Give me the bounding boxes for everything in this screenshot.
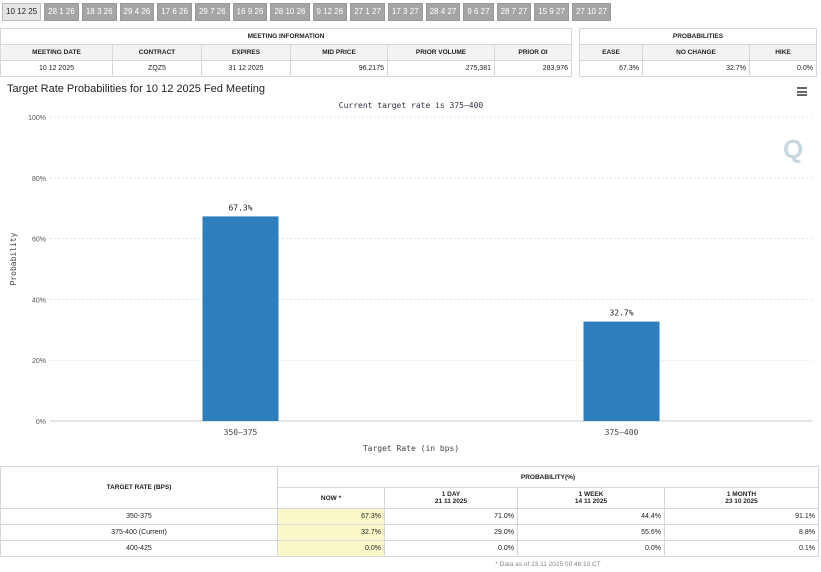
target-rate-header: TARGET RATE (BPS) bbox=[1, 467, 278, 509]
tab-meeting[interactable]: 27 10 27 bbox=[572, 3, 611, 21]
prior-oi-header: PRIOR OI bbox=[495, 45, 572, 61]
row-rate: 400-425 bbox=[1, 541, 278, 557]
y-tick-label: 100% bbox=[28, 115, 46, 122]
data-label: 32.7% bbox=[609, 309, 633, 318]
one-week-date: 14 11 2025 bbox=[521, 498, 661, 505]
ease-header: EASE bbox=[580, 45, 643, 61]
row-1week: 44.4% bbox=[518, 509, 665, 525]
x-axis-label: Target Rate (in bps) bbox=[363, 444, 459, 453]
row-rate: 375-400 (Current) bbox=[1, 525, 278, 541]
x-tick-label: 375–400 bbox=[605, 428, 639, 437]
one-day-date: 21 11 2025 bbox=[388, 498, 514, 505]
contract-value: ZQZ5 bbox=[113, 61, 202, 77]
tab-meeting[interactable]: 10 12 25 bbox=[2, 3, 41, 21]
tab-meeting[interactable]: 17 3 27 bbox=[388, 3, 423, 21]
table-row: 350-375 67.3% 71.0% 44.4% 91.1% bbox=[1, 509, 819, 525]
row-1day: 0.0% bbox=[385, 541, 518, 557]
y-tick-label: 20% bbox=[32, 358, 46, 365]
y-tick-label: 0% bbox=[36, 419, 46, 426]
row-now: 32.7% bbox=[278, 525, 385, 541]
bar bbox=[584, 322, 660, 421]
table-row: 375-400 (Current) 32.7% 29.0% 55.6% 8.8% bbox=[1, 525, 819, 541]
meeting-information-table: MEETING INFORMATION MEETING DATE CONTRAC… bbox=[0, 28, 572, 77]
probability-bar-chart: 0% 20% 40% 60% 80% 100% Current target rate is… bbox=[0, 96, 821, 460]
meeting-date-value: 10 12 2025 bbox=[1, 61, 113, 77]
bar bbox=[203, 216, 279, 421]
row-1month: 91.1% bbox=[665, 509, 819, 525]
y-tick-label: 80% bbox=[32, 176, 46, 183]
row-1week: 55.6% bbox=[518, 525, 665, 541]
one-week-label: 1 WEEK bbox=[521, 491, 661, 498]
expires-header: EXPIRES bbox=[202, 45, 291, 61]
data-label: 67.3% bbox=[228, 203, 252, 212]
tab-meeting[interactable]: 29 4 26 bbox=[120, 3, 155, 21]
prior-volume-header: PRIOR VOLUME bbox=[388, 45, 495, 61]
tab-meeting[interactable]: 17 6 26 bbox=[157, 3, 192, 21]
tab-meeting[interactable]: 18 3 26 bbox=[82, 3, 117, 21]
row-1day: 71.0% bbox=[385, 509, 518, 525]
tab-meeting[interactable]: 15 9 27 bbox=[534, 3, 569, 21]
no-change-header: NO CHANGE bbox=[643, 45, 750, 61]
y-tick-label: 60% bbox=[32, 237, 46, 244]
table-row: 400-425 0.0% 0.0% 0.0% 0.1% bbox=[1, 541, 819, 557]
target-rate-probability-table: TARGET RATE (BPS) PROBABILITY(%) NOW * 1… bbox=[0, 466, 819, 572]
y-axis-label: Probability bbox=[9, 232, 18, 285]
row-now: 0.0% bbox=[278, 541, 385, 557]
row-1month: 8.8% bbox=[665, 525, 819, 541]
probability-header: PROBABILITY(%) bbox=[278, 467, 819, 488]
tab-meeting[interactable]: 16 9 26 bbox=[233, 3, 268, 21]
meeting-info-title: MEETING INFORMATION bbox=[1, 29, 572, 45]
tab-meeting[interactable]: 28 10 26 bbox=[270, 3, 309, 21]
row-1week: 0.0% bbox=[518, 541, 665, 557]
tab-meeting[interactable]: 28 1 26 bbox=[44, 3, 79, 21]
now-label: NOW * bbox=[321, 495, 341, 502]
one-month-date: 23 10 2025 bbox=[668, 498, 815, 505]
tab-meeting[interactable]: 28 7 27 bbox=[497, 3, 532, 21]
tab-meeting[interactable]: 9 6 27 bbox=[463, 3, 493, 21]
chart-menu-icon[interactable] bbox=[797, 87, 807, 96]
tab-meeting[interactable]: 9 12 26 bbox=[313, 3, 348, 21]
tab-meeting[interactable]: 27 1 27 bbox=[350, 3, 385, 21]
watermark-logo: Q bbox=[783, 134, 803, 164]
prior-oi-value: 283,976 bbox=[495, 61, 572, 77]
row-1month: 0.1% bbox=[665, 541, 819, 557]
prior-volume-value: 275,381 bbox=[388, 61, 495, 77]
chart-subtitle: Current target rate is 375–400 bbox=[339, 101, 484, 110]
now-header: NOW * bbox=[278, 488, 385, 509]
chart-title: Target Rate Probabilities for 10 12 2025… bbox=[7, 83, 265, 95]
mid-price-header: MID PRICE bbox=[291, 45, 388, 61]
row-1day: 29.0% bbox=[385, 525, 518, 541]
one-day-label: 1 DAY bbox=[388, 491, 514, 498]
probabilities-table: PROBABILITIES EASE NO CHANGE HIKE 67.3% … bbox=[579, 28, 817, 77]
meeting-date-header: MEETING DATE bbox=[1, 45, 113, 61]
one-month-label: 1 MONTH bbox=[668, 491, 815, 498]
hike-value: 0.0% bbox=[750, 61, 817, 77]
ease-value: 67.3% bbox=[580, 61, 643, 77]
hike-header: HIKE bbox=[750, 45, 817, 61]
row-rate: 350-375 bbox=[1, 509, 278, 525]
tab-meeting[interactable]: 28 4 27 bbox=[426, 3, 461, 21]
expires-value: 31 12 2025 bbox=[202, 61, 291, 77]
footnote: * Data as of 23 11 2025 09:46:13 CT bbox=[278, 557, 819, 572]
mid-price-value: 96.2175 bbox=[291, 61, 388, 77]
row-now: 67.3% bbox=[278, 509, 385, 525]
contract-header: CONTRACT bbox=[113, 45, 202, 61]
no-change-value: 32.7% bbox=[643, 61, 750, 77]
y-tick-label: 40% bbox=[32, 297, 46, 304]
x-tick-label: 350–375 bbox=[224, 428, 258, 437]
tab-meeting[interactable]: 29 7 26 bbox=[195, 3, 230, 21]
probabilities-title: PROBABILITIES bbox=[580, 29, 817, 45]
